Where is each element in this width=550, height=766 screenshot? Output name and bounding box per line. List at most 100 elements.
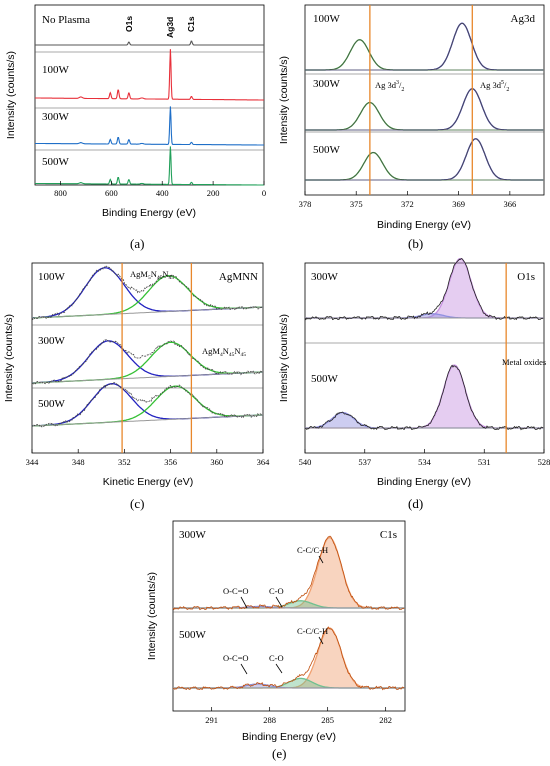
envelope-line (31, 339, 263, 385)
ag3d52-label: Ag 3d5/2 (480, 80, 509, 93)
series-group (305, 22, 544, 181)
peak-label-c1s: C1s (186, 16, 196, 32)
plot-frame (34, 4, 265, 186)
x-axis-title: Binding Energy (eV) (242, 731, 336, 743)
series-label-500w: 500W (311, 373, 339, 385)
envelope-line (172, 626, 405, 691)
x-axis-ticks: 291 288 285 282 (205, 707, 392, 725)
x-axis-title: Binding Energy (eV) (377, 476, 471, 488)
series-label-no-plasma: No Plasma (42, 14, 90, 26)
survey-spectra-chart: No Plasma 100W 300W 500W O1s Ag3d C1s 80… (5, 4, 266, 219)
y-axis-title: Intensity (counts/s) (278, 56, 290, 144)
x-tick-label: 600 (105, 188, 118, 198)
series-group (172, 535, 405, 691)
x-tick-label: 800 (54, 188, 67, 198)
chart-title: C1s (380, 529, 397, 541)
oco-label-500w: O-C=O (223, 653, 249, 663)
x-tick-label: 352 (118, 457, 131, 467)
peak-component (305, 151, 544, 181)
x-tick-label: 360 (210, 457, 223, 467)
series-group (31, 265, 263, 428)
series-label-300w: 300W (38, 335, 66, 347)
x-tick-label: 291 (205, 715, 218, 725)
panel-c: 100W 300W 500W AgMNN AgM5N45N45 AgM4N45N… (0, 258, 275, 518)
series-line (35, 40, 264, 46)
peak-component (173, 627, 405, 689)
peak-fill (305, 313, 544, 318)
plot-frame (31, 262, 264, 454)
panel-e: 300W 500W C1s O-C=O C-O C-C/C-H O-C=O C-… (145, 516, 415, 746)
background-line (32, 371, 263, 384)
x-tick-label: 288 (263, 715, 276, 725)
plot-frame (172, 520, 406, 712)
x-tick-label: 344 (26, 457, 40, 467)
co-label-500w: C-O (269, 653, 284, 663)
x-tick-label: 356 (164, 457, 177, 467)
envelope-line (172, 535, 405, 611)
peak-component (31, 383, 263, 427)
agmnn-chart: 100W 300W 500W AgMNN AgM5N45N45 AgM4N45N… (3, 262, 270, 488)
y-axis-title: Intensity (counts/s) (5, 51, 17, 139)
metal-oxides-label: Metal oxides (502, 357, 546, 367)
m4n45n45-label: AgM4N45N45 (202, 346, 246, 358)
x-tick-label: 531 (478, 457, 491, 467)
x-tick-label: 400 (156, 188, 169, 198)
x-tick-label: 378 (299, 199, 312, 209)
y-axis-title: Intensity (counts/s) (278, 314, 290, 402)
x-tick-label: 282 (379, 715, 392, 725)
x-axis-ticks: 800 600 400 200 0 (54, 181, 266, 198)
series-label-300w: 300W (179, 529, 207, 541)
series-label-500w: 500W (38, 398, 66, 410)
o1s-chart: 300W 500W O1s Metal oxides 540 537 534 531 5… (278, 257, 550, 488)
background-line (32, 306, 263, 319)
envelope-line (304, 258, 544, 321)
series-label-100w: 100W (38, 271, 66, 283)
caption-b: (b) (408, 236, 424, 251)
background-line (32, 414, 263, 427)
series-label-500w: 500W (313, 144, 341, 156)
x-tick-label: 348 (72, 457, 85, 467)
pointer-co-300w (275, 596, 283, 608)
x-axis-title: Kinetic Energy (eV) (103, 476, 193, 488)
ag3d-chart: 100W 300W 500W Ag3d Ag 3d3/2 Ag 3d5/2 37… (278, 4, 545, 231)
chart-title: Ag3d (511, 13, 536, 25)
panel-a: No Plasma 100W 300W 500W O1s Ag3d C1s 80… (0, 0, 275, 260)
peak-label-ag3d: Ag3d (165, 17, 175, 38)
x-tick-label: 537 (358, 457, 371, 467)
series-group (304, 257, 544, 431)
caption-e: (e) (272, 746, 287, 761)
x-tick-label: 528 (538, 457, 550, 467)
peak-component (305, 138, 544, 181)
x-axis-title: Binding Energy (eV) (102, 207, 196, 219)
series-label-500w: 500W (42, 156, 70, 168)
series-label-300w: 300W (42, 111, 70, 123)
envelope-line (305, 138, 544, 181)
x-tick-label: 534 (418, 457, 432, 467)
panel-b: 100W 300W 500W Ag3d Ag 3d3/2 Ag 3d5/2 37… (275, 0, 550, 260)
oco-label-300w: O-C=O (223, 586, 249, 596)
envelope-line (305, 88, 544, 131)
pointer-co-500w (275, 663, 283, 674)
series-line (35, 106, 264, 146)
peak-fill (173, 678, 405, 688)
x-axis-title: Binding Energy (eV) (377, 219, 471, 231)
cc-label-300w: C-C/C-H (297, 545, 328, 555)
ag3d32-label: Ag 3d3/2 (375, 80, 404, 93)
x-tick-label: 369 (452, 199, 465, 209)
caption-c: (c) (130, 496, 145, 511)
peak-component (305, 22, 544, 71)
peak-fill (173, 537, 405, 608)
envelope-line (31, 265, 263, 321)
envelope-line (304, 364, 544, 431)
pointer-oco-300w (240, 596, 248, 609)
chart-title: O1s (517, 271, 535, 283)
peak-component (305, 257, 544, 319)
series-line (35, 49, 264, 101)
series-label-300w: 300W (313, 78, 341, 90)
series-line (35, 146, 264, 186)
x-axis-ticks: 344 348 352 356 360 364 (26, 449, 270, 467)
caption-a: (a) (130, 236, 145, 251)
pointer-cc-300w (318, 555, 324, 564)
peak-component (305, 101, 544, 131)
peak-component (305, 39, 544, 71)
